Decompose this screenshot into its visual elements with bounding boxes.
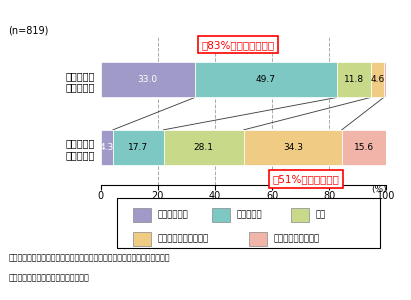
Text: 28.1: 28.1 (194, 143, 214, 152)
Bar (384, 62, 386, 98)
Text: 17.7: 17.7 (128, 143, 148, 152)
FancyBboxPatch shape (133, 208, 151, 222)
Text: 資料：（一社）日本国際化推進協会による外国人留学生・元留学生へのアン: 資料：（一社）日本国際化推進協会による外国人留学生・元留学生へのアン (8, 254, 170, 262)
Bar (337, 62, 371, 98)
Bar (101, 62, 195, 98)
Text: 49.7: 49.7 (256, 75, 276, 84)
Bar (113, 130, 164, 165)
Text: 絀83%が魅力的と評価: 絀83%が魅力的と評価 (201, 40, 275, 50)
Text: あまり魅力的ではない: あまり魅力的ではない (158, 234, 209, 243)
Text: 絀51%が否定的評価: 絀51%が否定的評価 (273, 174, 340, 184)
Bar (195, 62, 337, 98)
Bar (101, 130, 113, 165)
Text: 4.3: 4.3 (100, 143, 114, 152)
Text: 非常に魅力的: 非常に魅力的 (158, 211, 189, 220)
Text: (n=819): (n=819) (8, 26, 48, 35)
Bar (244, 130, 342, 165)
FancyBboxPatch shape (291, 208, 309, 222)
Text: ケート調査から経済産業省作成。: ケート調査から経済産業省作成。 (8, 273, 89, 282)
Text: 11.8: 11.8 (344, 75, 364, 84)
X-axis label: (年月): (年月) (234, 202, 253, 212)
Bar (164, 130, 244, 165)
Text: 全く魅力的ではない: 全く魅力的ではない (274, 234, 320, 243)
Text: 34.3: 34.3 (283, 143, 303, 152)
Text: 4.6: 4.6 (370, 75, 384, 84)
FancyBboxPatch shape (212, 208, 230, 222)
Bar (371, 62, 384, 98)
Bar (342, 130, 386, 165)
FancyBboxPatch shape (117, 198, 380, 247)
Text: やや魅力的: やや魅力的 (237, 211, 263, 220)
Text: (%): (%) (372, 185, 387, 194)
FancyBboxPatch shape (249, 232, 267, 245)
Text: 33.0: 33.0 (138, 75, 158, 84)
Text: 中立: 中立 (316, 211, 326, 220)
Text: 15.6: 15.6 (354, 143, 374, 152)
FancyBboxPatch shape (133, 232, 151, 245)
